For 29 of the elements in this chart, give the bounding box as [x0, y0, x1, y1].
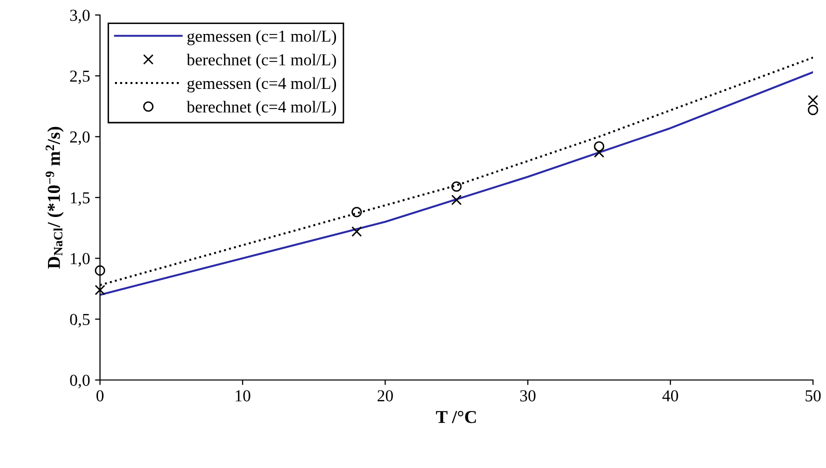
point [451, 181, 462, 192]
legend-label: gemessen (c=1 mol/L) [187, 30, 336, 46]
y-tick-label: 1,5 [70, 192, 90, 206]
point [351, 226, 362, 237]
x-tick-label: 10 [236, 390, 250, 402]
y-axis-title: D$_{NaCl}$/ (*10$^{−9}$ m$^{2}$/s) [46, 126, 64, 269]
x-tick-label: 50 [806, 390, 821, 402]
legend-label: gemessen (c=4 mol/L) [187, 77, 336, 92]
x-tick-label: 0 [96, 390, 104, 402]
y-tick-label: 0,0 [70, 374, 90, 388]
y-tick-label: 0,5 [70, 314, 90, 328]
x-axis-title: T /°C [436, 410, 476, 424]
point [594, 141, 604, 152]
x-tick-label: 40 [662, 390, 678, 402]
y-tick-label: 2,0 [70, 131, 90, 146]
x-tick-label: 30 [520, 390, 536, 402]
y-tick-label: 3,0 [70, 10, 90, 24]
point [94, 265, 106, 276]
point [594, 147, 604, 158]
point [808, 104, 818, 116]
point [451, 194, 462, 206]
point [94, 284, 106, 296]
y-tick-label: 2,5 [70, 70, 90, 84]
y-tick-label: 1,0 [70, 253, 90, 267]
point [351, 206, 362, 218]
legend-label: berechnet (c=4 mol/L) [186, 100, 336, 116]
point [808, 94, 818, 106]
legend-label: berechnet (c=1 mol/L) [186, 54, 336, 69]
x-tick-label: 20 [378, 390, 393, 402]
